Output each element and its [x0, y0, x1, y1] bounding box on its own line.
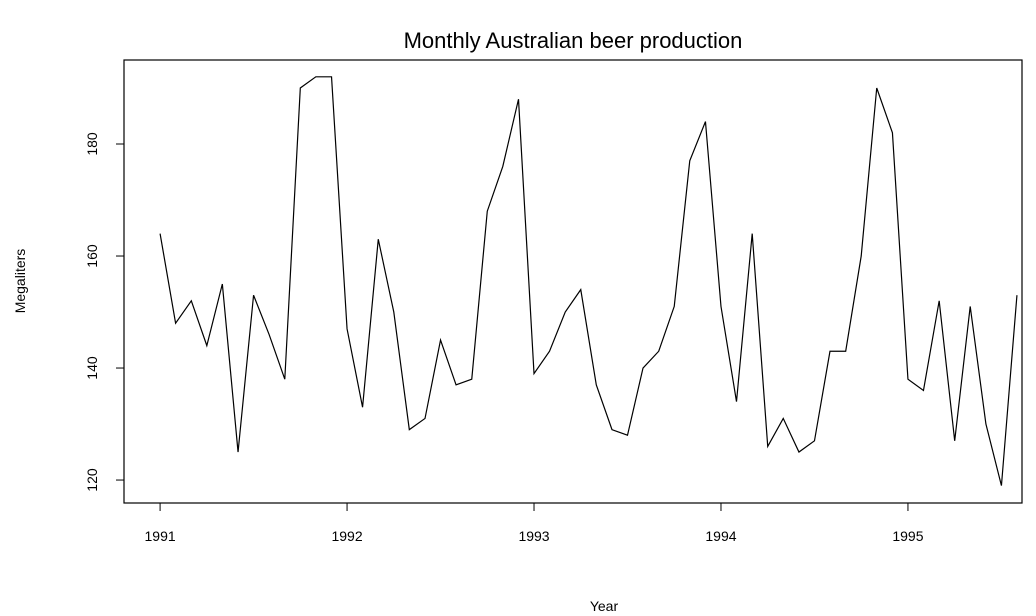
y-tick-label: 140 — [84, 356, 100, 380]
plot-frame — [123, 59, 1023, 504]
y-tick-label: 160 — [84, 244, 100, 268]
y-tick-label: 180 — [84, 132, 100, 156]
x-tick-label: 1991 — [145, 528, 176, 544]
x-tick-label: 1992 — [331, 528, 362, 544]
chart-title: Monthly Australian beer production — [404, 28, 743, 53]
data-line — [159, 76, 1018, 486]
x-tick-label: 1993 — [518, 528, 549, 544]
y-tick-label: 120 — [84, 468, 100, 492]
x-axis-label: Year — [590, 598, 619, 614]
y-axis-label: Megaliters — [12, 249, 28, 314]
x-tick-label: 1994 — [705, 528, 736, 544]
x-tick-label: 1995 — [892, 528, 923, 544]
